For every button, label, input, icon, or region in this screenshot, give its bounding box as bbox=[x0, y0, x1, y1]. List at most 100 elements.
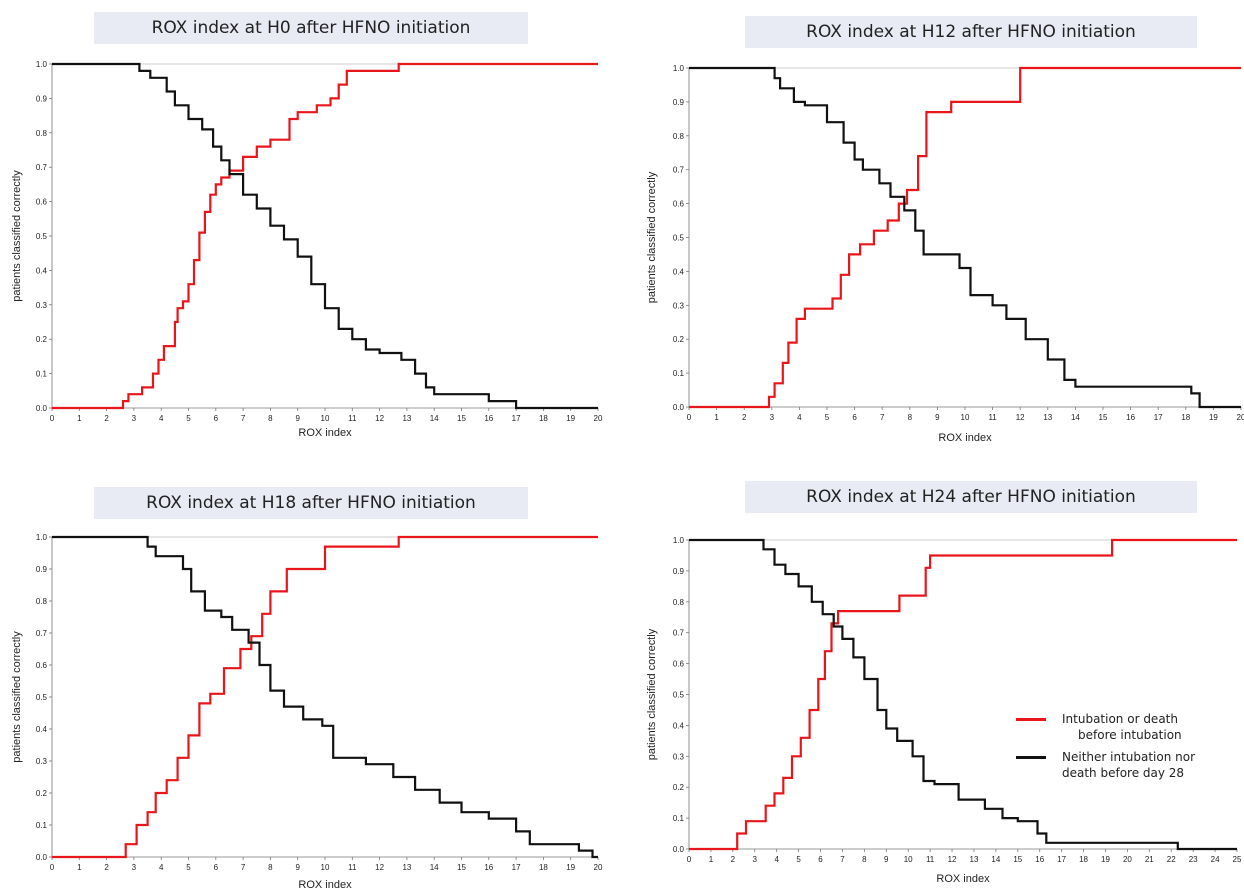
x-tick-label: 19 bbox=[1209, 413, 1218, 422]
x-tick-label: 12 bbox=[375, 414, 384, 423]
x-tick-label: 17 bbox=[1154, 413, 1163, 422]
x-tick-label: 10 bbox=[321, 863, 330, 872]
y-tick-label: 0.8 bbox=[673, 132, 685, 141]
series-line-neither bbox=[689, 66, 1241, 409]
y-tick-label: 1.0 bbox=[673, 536, 685, 545]
x-tick-label: 0 bbox=[687, 413, 692, 422]
y-tick-label: 0.1 bbox=[673, 369, 685, 378]
y-tick-label: 0.6 bbox=[36, 198, 48, 207]
y-tick-label: 0.3 bbox=[36, 757, 48, 766]
y-tick-label: 0.2 bbox=[36, 335, 48, 344]
y-tick-label: 1.0 bbox=[36, 60, 48, 69]
y-tick-label: 0.2 bbox=[36, 789, 48, 798]
x-tick-label: 17 bbox=[1057, 855, 1066, 864]
x-tick-label: 1 bbox=[77, 414, 82, 423]
x-tick-label: 18 bbox=[539, 414, 548, 423]
x-axis-label: ROX index bbox=[936, 873, 990, 885]
x-tick-label: 13 bbox=[1043, 413, 1052, 422]
y-tick-label: 0.1 bbox=[673, 814, 685, 823]
x-tick-label: 1 bbox=[714, 413, 719, 422]
y-tick-label: 0.5 bbox=[36, 232, 48, 241]
x-tick-label: 13 bbox=[402, 863, 411, 872]
y-tick-label: 1.0 bbox=[36, 533, 48, 542]
y-tick-label: 0.4 bbox=[36, 725, 48, 734]
x-tick-label: 6 bbox=[818, 855, 823, 864]
x-tick-label: 18 bbox=[1181, 413, 1190, 422]
chart-1: 0.00.10.20.30.40.50.60.70.80.91.00 1 2 3 4 5 6… bbox=[646, 64, 1244, 444]
series-line-neither bbox=[52, 62, 598, 410]
x-tick-label: 17 bbox=[512, 414, 521, 423]
y-tick-label: 0.3 bbox=[673, 752, 685, 761]
x-tick-label: 1 bbox=[709, 855, 714, 864]
x-tick-label: 9 bbox=[295, 863, 300, 872]
x-tick-label: 4 bbox=[159, 863, 164, 872]
x-tick-label: 7 bbox=[880, 413, 885, 422]
y-tick-label: 0.4 bbox=[673, 721, 685, 730]
y-tick-label: 0.9 bbox=[673, 98, 685, 107]
series-line-neither bbox=[689, 538, 1237, 851]
x-tick-label: 3 bbox=[132, 414, 137, 423]
x-tick-label: 5 bbox=[186, 863, 191, 872]
x-tick-label: 19 bbox=[1101, 855, 1110, 864]
x-axis-label: ROX index bbox=[298, 427, 352, 439]
y-tick-label: 0.8 bbox=[36, 597, 48, 606]
y-axis-label: patients classified correctly bbox=[646, 171, 658, 303]
x-tick-label: 9 bbox=[935, 413, 940, 422]
chart-title: ROX index at H24 after HFNO initiation bbox=[745, 481, 1197, 513]
x-tick-label: 14 bbox=[1071, 413, 1080, 422]
x-tick-label: 14 bbox=[430, 863, 439, 872]
y-tick-label: 0.1 bbox=[36, 370, 48, 379]
legend-item-intubation: Intubation or death before intubation bbox=[1016, 711, 1182, 743]
y-tick-label: 0.2 bbox=[673, 335, 685, 344]
x-tick-label: 2 bbox=[731, 855, 736, 864]
y-tick-label: 0.7 bbox=[36, 163, 48, 172]
x-tick-label: 24 bbox=[1211, 855, 1220, 864]
x-tick-label: 22 bbox=[1167, 855, 1176, 864]
x-tick-label: 0 bbox=[687, 855, 692, 864]
x-tick-label: 18 bbox=[539, 863, 548, 872]
y-tick-label: 0.0 bbox=[36, 404, 48, 413]
x-tick-label: 4 bbox=[159, 414, 164, 423]
x-tick-label: 13 bbox=[970, 855, 979, 864]
y-tick-label: 0.6 bbox=[36, 661, 48, 670]
y-tick-label: 0.6 bbox=[673, 200, 685, 209]
x-tick-label: 20 bbox=[594, 863, 603, 872]
y-tick-label: 0.3 bbox=[36, 301, 48, 310]
x-tick-label: 7 bbox=[241, 414, 246, 423]
series-line-neither bbox=[52, 535, 598, 859]
x-tick-label: 4 bbox=[774, 855, 779, 864]
x-tick-label: 11 bbox=[348, 863, 357, 872]
x-tick-label: 16 bbox=[484, 863, 493, 872]
y-tick-label: 0.0 bbox=[673, 845, 685, 854]
legend-label: death before day 28 bbox=[1062, 766, 1185, 780]
x-tick-label: 4 bbox=[797, 413, 802, 422]
x-tick-label: 8 bbox=[908, 413, 913, 422]
x-tick-label: 10 bbox=[321, 414, 330, 423]
x-tick-label: 8 bbox=[268, 863, 273, 872]
y-tick-label: 0.9 bbox=[36, 565, 48, 574]
x-tick-label: 23 bbox=[1189, 855, 1198, 864]
x-tick-label: 0 bbox=[50, 414, 55, 423]
y-tick-label: 0.5 bbox=[673, 691, 685, 700]
y-tick-label: 0.8 bbox=[36, 129, 48, 138]
x-tick-label: 12 bbox=[1016, 413, 1025, 422]
series-line-intubation bbox=[689, 66, 1241, 409]
x-tick-label: 13 bbox=[402, 414, 411, 423]
x-tick-label: 19 bbox=[566, 414, 575, 423]
y-tick-label: 0.4 bbox=[673, 267, 685, 276]
x-tick-label: 3 bbox=[132, 863, 137, 872]
x-tick-label: 12 bbox=[948, 855, 957, 864]
x-tick-label: 5 bbox=[825, 413, 830, 422]
chart-0: 0.00.10.20.30.40.50.60.70.80.91.00 1 2 3 4 5 6… bbox=[11, 60, 603, 439]
x-tick-label: 2 bbox=[104, 414, 109, 423]
x-tick-label: 10 bbox=[961, 413, 970, 422]
x-tick-label: 11 bbox=[988, 413, 997, 422]
x-tick-label: 9 bbox=[884, 855, 889, 864]
x-tick-label: 2 bbox=[104, 863, 109, 872]
y-axis-label: patients classified correctly bbox=[11, 170, 23, 302]
legend: Intubation or death before intubation Ne… bbox=[1016, 711, 1216, 811]
y-tick-label: 0.9 bbox=[36, 94, 48, 103]
x-tick-label: 2 bbox=[742, 413, 747, 422]
x-tick-label: 15 bbox=[457, 414, 466, 423]
